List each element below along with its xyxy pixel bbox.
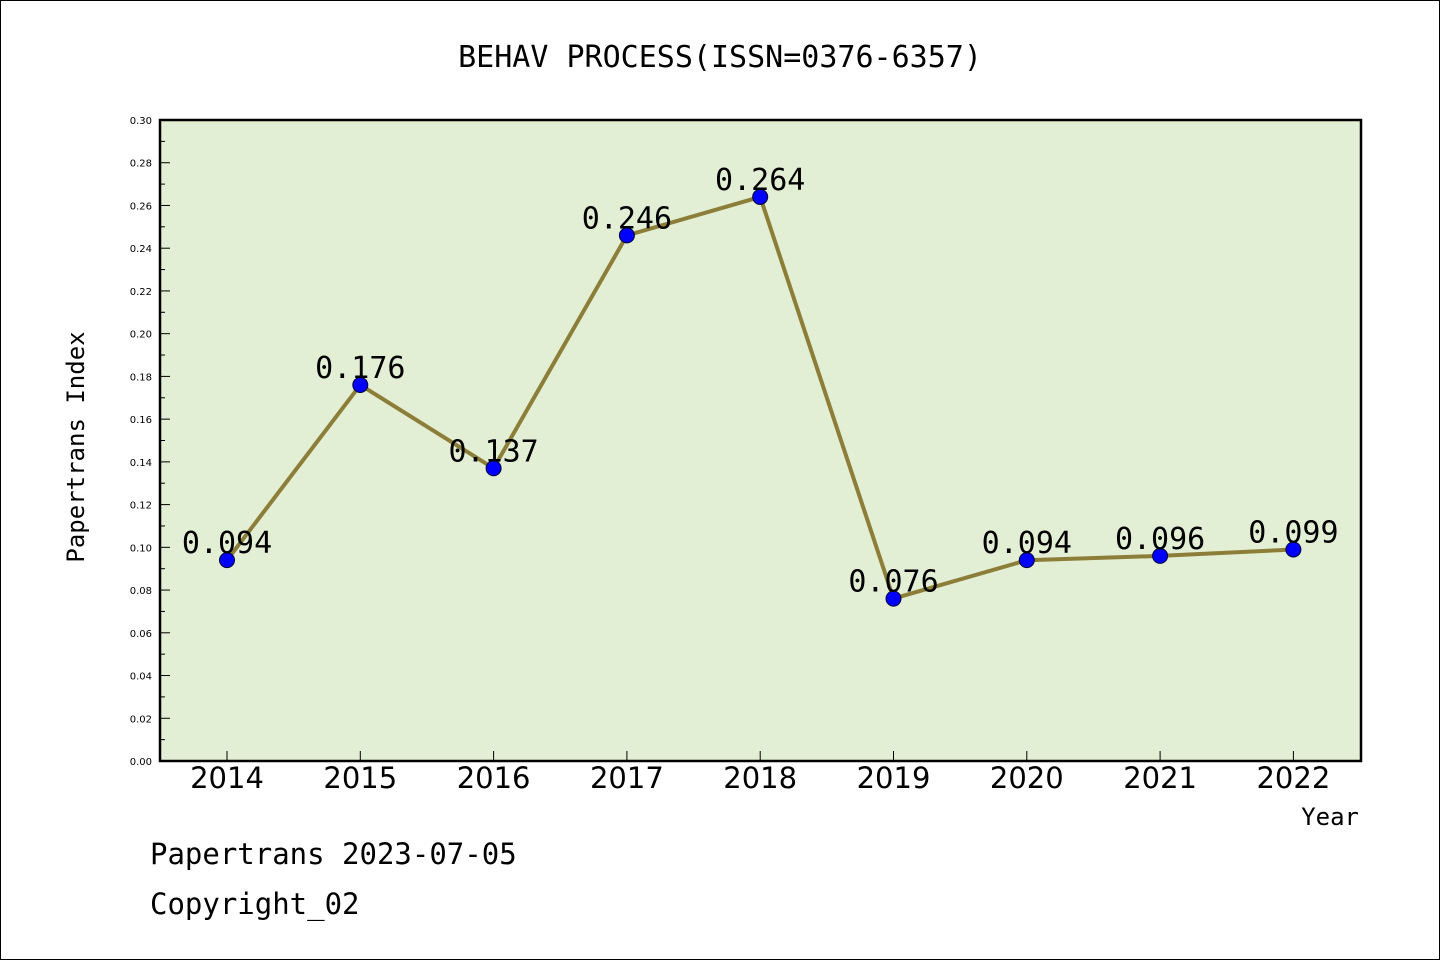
data-label: 0.099 xyxy=(1248,515,1338,550)
y-tick-label: 0.12 xyxy=(130,501,152,512)
data-point xyxy=(485,460,502,477)
x-tick-label: 2014 xyxy=(190,761,264,795)
plot-area xyxy=(160,120,1361,761)
x-tick-label: 2016 xyxy=(457,761,531,795)
data-point xyxy=(1152,547,1169,564)
data-label: 0.096 xyxy=(1115,522,1205,557)
y-tick-label: 0.16 xyxy=(130,415,152,426)
data-point xyxy=(885,590,902,607)
y-tick-label: 0.14 xyxy=(130,458,152,469)
data-label: 0.137 xyxy=(448,434,538,469)
data-point xyxy=(1285,541,1302,558)
y-tick-label: 0.24 xyxy=(130,244,152,255)
y-tick-label: 0.06 xyxy=(130,629,152,640)
x-tick-label: 2019 xyxy=(857,761,931,795)
chart-title: BEHAV PROCESS(ISSN=0376-6357) xyxy=(458,40,982,75)
footer-date: Papertrans 2023-07-05 xyxy=(150,837,517,871)
x-tick-label: 2020 xyxy=(990,761,1064,795)
x-tick-label: 2015 xyxy=(323,761,397,795)
footer-copyright: Copyright_02 xyxy=(150,887,360,922)
data-point xyxy=(1018,552,1035,569)
y-tick-label: 0.26 xyxy=(130,201,152,212)
data-label: 0.264 xyxy=(715,163,805,198)
y-tick-label: 0.02 xyxy=(130,714,152,725)
x-axis-label: Year xyxy=(1301,803,1359,831)
y-tick-label: 0.30 xyxy=(130,116,152,127)
y-tick-label: 0.28 xyxy=(130,159,152,170)
data-point xyxy=(618,227,635,244)
y-tick-label: 0.00 xyxy=(130,757,152,768)
data-point xyxy=(352,376,369,393)
y-tick-label: 0.22 xyxy=(130,287,152,298)
x-tick-label: 2018 xyxy=(723,761,797,795)
y-tick-label: 0.08 xyxy=(130,586,152,597)
plot-border xyxy=(158,118,1363,763)
data-label: 0.094 xyxy=(182,526,272,561)
data-label: 0.176 xyxy=(315,351,405,386)
x-tick-label: 2017 xyxy=(590,761,664,795)
x-tick-label: 2021 xyxy=(1123,761,1197,795)
data-label: 0.094 xyxy=(982,526,1072,561)
y-tick-label: 0.10 xyxy=(130,543,152,554)
data-point xyxy=(752,188,769,205)
x-tick-label: 2022 xyxy=(1256,761,1330,795)
y-tick-label: 0.20 xyxy=(130,330,152,341)
data-label: 0.246 xyxy=(582,201,672,236)
y-tick-label: 0.04 xyxy=(130,672,152,683)
y-tick-label: 0.18 xyxy=(130,372,152,383)
y-axis-label: Papertrans Index xyxy=(62,331,90,562)
data-label: 0.076 xyxy=(848,565,938,600)
data-point xyxy=(219,552,235,569)
